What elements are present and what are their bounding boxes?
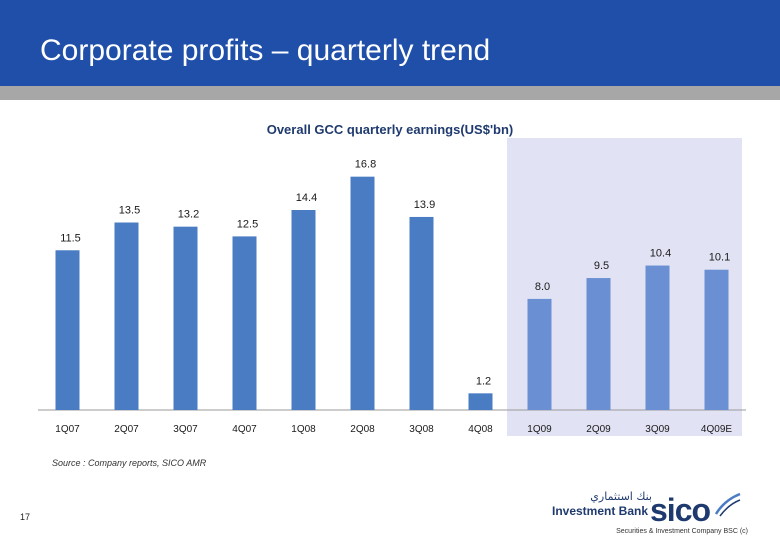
- x-tick-1Q08: 1Q08: [291, 424, 316, 435]
- bar-2Q07: [114, 222, 139, 410]
- data-label-2Q07: 13.5: [119, 205, 140, 217]
- bar-1Q09: [527, 298, 552, 410]
- data-label-1Q09: 8.0: [535, 281, 550, 293]
- data-label-1Q07: 11.5: [60, 232, 81, 244]
- bar-3Q08: [409, 216, 434, 410]
- logo-swoosh-icon: [714, 492, 741, 517]
- x-tick-4Q09E: 4Q09E: [701, 424, 732, 435]
- x-tick-2Q09: 2Q09: [586, 424, 611, 435]
- data-label-3Q07: 13.2: [178, 209, 199, 221]
- slide-title: Corporate profits – quarterly trend: [40, 34, 491, 67]
- x-tick-1Q09: 1Q09: [527, 424, 552, 435]
- x-tick-4Q07: 4Q07: [232, 424, 257, 435]
- earnings-bar-chart: Overall GCC quarterly earnings(US$'bn) 11…: [38, 122, 746, 436]
- x-tick-1Q07: 1Q07: [55, 424, 80, 435]
- data-label-1Q08: 14.4: [296, 192, 317, 204]
- header-divider-strip: [0, 86, 780, 100]
- source-note: Source : Company reports, SICO AMR: [52, 458, 207, 468]
- logo-caption: Securities & Investment Company BSC (c): [616, 528, 748, 535]
- data-label-3Q09: 10.4: [650, 248, 671, 260]
- data-label-4Q09E: 10.1: [709, 252, 730, 264]
- data-label-4Q07: 12.5: [237, 218, 258, 230]
- data-label-2Q08: 16.8: [355, 159, 376, 171]
- page-number: 17: [20, 512, 31, 522]
- chart-title: Overall GCC quarterly earnings(US$'bn): [267, 122, 514, 137]
- x-tick-3Q07: 3Q07: [173, 424, 198, 435]
- sico-logo: بنك استثماري Investment Bank sico Securi…: [548, 490, 748, 538]
- logo-bank-text: Investment Bank: [552, 504, 649, 518]
- bar-3Q07: [173, 226, 198, 410]
- bar-1Q07: [55, 250, 80, 410]
- x-tick-3Q09: 3Q09: [645, 424, 670, 435]
- bar-4Q08: [468, 393, 493, 410]
- logo-arabic-text: بنك استثماري: [590, 490, 652, 503]
- logo-wordmark: sico: [650, 492, 711, 528]
- x-tick-3Q08: 3Q08: [409, 424, 434, 435]
- x-tick-4Q08: 4Q08: [468, 424, 493, 435]
- x-tick-2Q08: 2Q08: [350, 424, 375, 435]
- bar-4Q09E: [704, 269, 729, 410]
- data-label-2Q09: 9.5: [594, 260, 609, 272]
- x-tick-2Q07: 2Q07: [114, 424, 139, 435]
- bar-4Q07: [232, 236, 257, 410]
- bar-3Q09: [645, 265, 670, 410]
- title-bar: Corporate profits – quarterly trend: [0, 0, 780, 86]
- bar-2Q09: [586, 278, 611, 410]
- bar-2Q08: [350, 176, 375, 410]
- bar-1Q08: [291, 210, 316, 410]
- data-label-4Q08: 1.2: [476, 375, 491, 387]
- data-label-3Q08: 13.9: [414, 199, 435, 211]
